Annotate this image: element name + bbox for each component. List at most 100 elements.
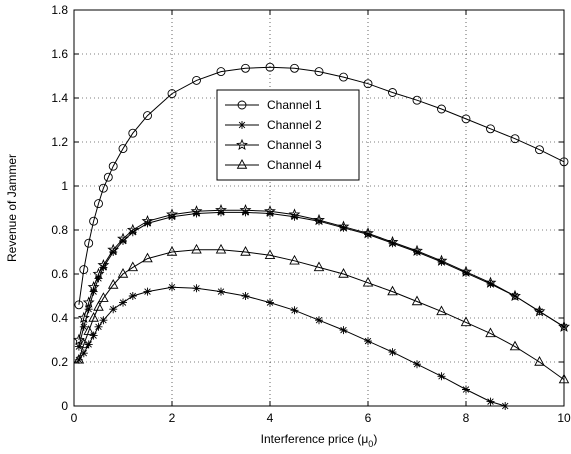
series-4-point [313, 261, 325, 272]
series-4-point [240, 246, 251, 256]
series-2-point [84, 305, 93, 314]
series-5-point [79, 349, 88, 358]
series-4-point [387, 285, 398, 296]
series-3-point [435, 254, 448, 266]
series-3-point [87, 280, 100, 293]
y-tick-label: 1.4 [51, 91, 68, 105]
series-3 [72, 203, 570, 346]
series-1-point [535, 145, 544, 155]
series-1 [74, 62, 569, 310]
series-5-point [364, 337, 372, 346]
series-4-point [509, 340, 521, 351]
series-4-point [411, 295, 423, 306]
series-5-point [99, 316, 108, 325]
series-4-point [485, 327, 496, 338]
series-1-point [388, 88, 397, 97]
series-2-point [94, 274, 103, 283]
series-3-point [215, 203, 227, 216]
series-1-point [118, 144, 128, 154]
series-1-point [339, 72, 348, 82]
series-4-point [83, 325, 94, 335]
series-1-line [78, 66, 565, 305]
x-tick-label: 2 [169, 411, 176, 425]
legend-marker [238, 121, 246, 129]
series-1-point [128, 128, 138, 138]
series-2-point [388, 239, 397, 248]
y-tick-label: 0 [61, 399, 68, 413]
x-tick-label: 0 [71, 411, 78, 425]
series-5-point [168, 283, 176, 292]
series-2-point [413, 248, 421, 256]
series-1-point [143, 111, 152, 121]
series-4-point [127, 261, 139, 272]
series-2-point [74, 342, 83, 351]
grid-lines [74, 10, 564, 406]
series-1-point [363, 79, 373, 89]
series-2-point [486, 279, 495, 288]
series-1-point [241, 63, 250, 73]
series-5-line [78, 286, 506, 407]
series-4 [73, 243, 570, 384]
legend-label: Channel 2 [267, 118, 322, 132]
series-2-point [89, 287, 98, 296]
y-tick-label: 0.2 [51, 355, 68, 369]
axis-ticks: 0 2 4 6 8 10 0 0.2 0.4 0.6 0.8 1 1.2 1.4 1.6 1.8 [51, 3, 571, 425]
series-5-point [192, 284, 201, 293]
legend-label: Channel 3 [267, 138, 322, 152]
series-1-point [192, 75, 201, 85]
series-3-point [126, 223, 139, 236]
legend-marker [236, 159, 248, 169]
series-5-point [89, 331, 98, 340]
x-tick-label: 4 [267, 411, 274, 425]
series-1-point [265, 62, 275, 72]
legend-entry: Channel 2 [225, 118, 322, 132]
x-tick-label: 6 [365, 411, 372, 425]
series-2-point [437, 257, 446, 266]
legend-marker [236, 138, 248, 151]
y-tick-label: 1.6 [51, 47, 68, 61]
series-1-point [98, 183, 108, 193]
series-3-point [337, 220, 350, 232]
series-5 [74, 283, 510, 410]
series-5-point [94, 322, 103, 331]
series-4-point [289, 254, 300, 265]
series-1-point [290, 63, 299, 73]
series-4-point [436, 305, 447, 316]
series-3-point [460, 265, 472, 277]
legend: Channel 1 Channel 2 Channel 3 Channel 4 [216, 89, 360, 181]
legend-entry: Channel 4 [225, 158, 322, 172]
series-5-point [109, 305, 118, 314]
series-1-point [94, 199, 103, 209]
series-3-point [107, 243, 120, 255]
series-1-point [108, 161, 118, 171]
y-axis-label: Revenue of Jammer [5, 154, 19, 262]
x-axis-label-subscript: 0 [368, 439, 373, 449]
series-5-point [315, 316, 323, 325]
y-tick-label: 0.8 [51, 223, 68, 237]
series-3-point [92, 267, 105, 280]
x-axis-label: Interference price (μ0) [261, 432, 378, 449]
plot-frame [73, 9, 565, 407]
series-1-point [510, 134, 520, 144]
series-4-point [142, 252, 153, 263]
series-4-point [107, 279, 119, 289]
series-3-point [288, 208, 301, 220]
series-1-point [412, 95, 422, 105]
series-2-point [364, 230, 372, 239]
series-3-point [82, 296, 95, 308]
series-5-point [413, 360, 421, 369]
series-5-point [462, 385, 470, 394]
y-tick-label: 0.4 [51, 311, 68, 325]
series-1-point [74, 300, 84, 310]
series-layer [72, 62, 570, 410]
x-axis-label-end: ) [373, 432, 377, 446]
series-1-point [84, 238, 94, 248]
y-tick-label: 1.8 [51, 3, 68, 17]
series-4-point [264, 249, 276, 259]
y-tick-label: 0.6 [51, 267, 68, 281]
series-3-point [484, 276, 497, 288]
series-5-point [241, 292, 250, 300]
series-5-point [388, 348, 397, 357]
series-1-point [437, 104, 446, 114]
series-4-point [362, 276, 374, 287]
